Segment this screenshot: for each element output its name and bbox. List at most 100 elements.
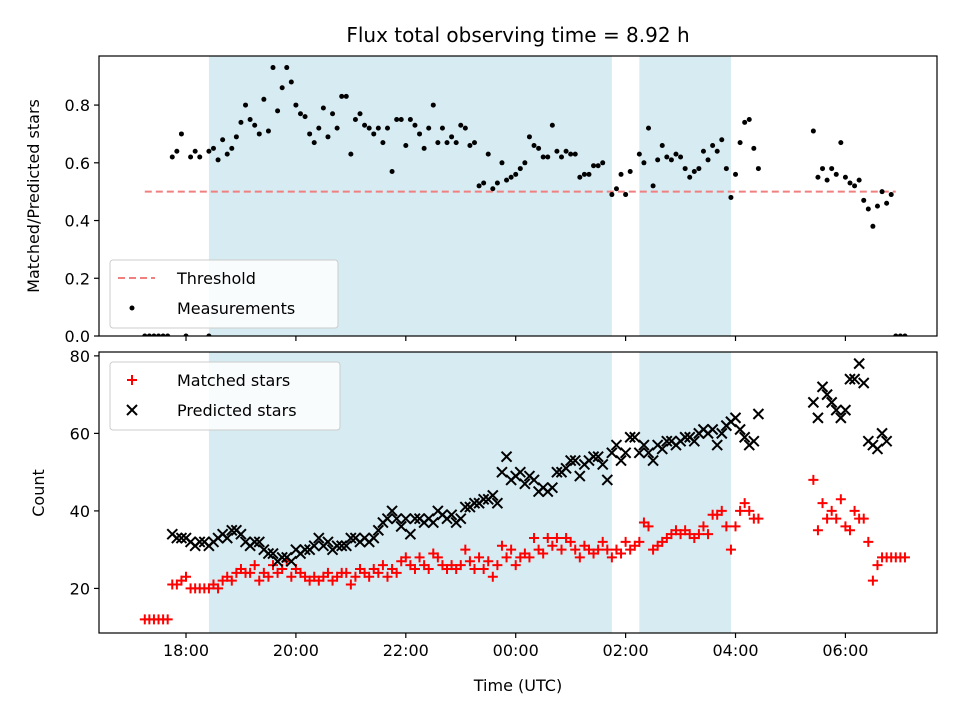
bottom-predicted-stars-point-1 — [171, 532, 183, 544]
bottom-matched-stars-point-149 — [872, 560, 883, 571]
top-measurements-point-147 — [874, 203, 880, 209]
bottom-predicted-stars-point-101 — [629, 431, 641, 443]
bottom-predicted-stars-point-32 — [313, 532, 325, 544]
top-measurements-point-104 — [623, 192, 629, 198]
top-measurements-point-34 — [297, 111, 303, 117]
top-measurements-point-117 — [687, 174, 693, 180]
xtick-label-6: 06:00 — [822, 641, 868, 660]
bottom-matched-stars-point-72 — [469, 564, 480, 575]
bottom-matched-stars-point-100 — [597, 536, 608, 547]
bottom-matched-stars-point-55 — [391, 567, 402, 578]
top-measurements-point-32 — [288, 79, 294, 85]
bottom-predicted-stars-point-118 — [706, 423, 719, 436]
bottom-matched-stars-point-53 — [382, 571, 393, 582]
bottom-matched-stars-point-137 — [817, 498, 828, 509]
top-measurements-point-43 — [339, 93, 345, 99]
xtick-label-3: 00:00 — [493, 641, 539, 660]
bottom-matched-stars-point-69 — [455, 560, 466, 571]
bottom-matched-stars-point-141 — [835, 494, 846, 505]
bottom-plot-area — [139, 357, 910, 625]
top-measurements-point-39 — [320, 105, 326, 111]
bottom-predicted-stars-point-112 — [679, 431, 691, 443]
top-measurements-point-93 — [568, 151, 574, 157]
top-measurements-point-133 — [810, 128, 816, 134]
top-measurements-point-61 — [421, 145, 427, 151]
top-measurements-point-107 — [641, 160, 647, 166]
top-measurements-point-90 — [554, 148, 560, 154]
top-measurements-point-1 — [146, 333, 152, 336]
bottom-predicted-stars-point-96 — [606, 447, 618, 459]
top-ytick-label-1: 0.2 — [65, 269, 90, 288]
top-measurements-point-33 — [293, 102, 299, 108]
bottom-predicted-stars-point-18 — [248, 536, 261, 548]
top-measurements-point-54 — [389, 168, 395, 174]
top-measurements-point-28 — [270, 65, 276, 71]
bottom-matched-stars-point-73 — [474, 552, 485, 563]
bottom-predicted-stars-point-140 — [858, 377, 870, 389]
top-measurements-point-20 — [233, 134, 239, 140]
bottom-predicted-stars-point-87 — [564, 454, 577, 467]
bottom-legend-box — [109, 361, 341, 431]
top-measurements-point-114 — [673, 151, 679, 157]
top-measurements-point-56 — [398, 117, 404, 123]
bottom-shaded-interval-1 — [639, 352, 731, 633]
bottom-matched-stars-point-81 — [510, 560, 521, 571]
top-measurements-point-127 — [733, 171, 739, 177]
top-measurements-point-4 — [160, 333, 166, 336]
top-measurements-point-149 — [884, 200, 890, 206]
top-measurements-point-64 — [435, 140, 441, 146]
top-measurements-point-63 — [430, 102, 436, 108]
bottom-matched-stars-point-24 — [249, 560, 260, 571]
bottom-matched-stars-point-135 — [808, 474, 819, 485]
top-measurements-point-140 — [842, 174, 848, 180]
x-axis-label: Time (UTC) — [473, 676, 562, 695]
top-measurements-point-145 — [865, 206, 871, 212]
top-measurements-point-83 — [522, 160, 528, 166]
top-measurements-point-92 — [563, 148, 569, 154]
bottom-matched-stars-point-91 — [556, 544, 567, 555]
top-measurements-point-21 — [238, 119, 244, 125]
bottom-predicted-stars-point-26 — [285, 555, 298, 568]
bottom-predicted-stars-point-97 — [610, 439, 623, 451]
bottom-matched-stars-point-146 — [858, 513, 869, 524]
top-measurements-point-106 — [636, 151, 642, 157]
bottom-predicted-stars-point-2 — [175, 532, 188, 544]
top-measurements-point-85 — [531, 142, 537, 148]
bottom-matched-stars-point-130 — [735, 505, 746, 516]
bottom-predicted-stars-point-72 — [496, 466, 508, 478]
bottom-matched-stars-point-93 — [565, 536, 576, 547]
bottom-matched-stars-point-140 — [831, 513, 842, 524]
bottom-predicted-stars-point-94 — [597, 458, 609, 471]
bottom-panel: 20 40 60 80 18:00 20:00 22:00 00:00 02:00 04:00 06… — [70, 347, 938, 660]
top-measurements-point-16 — [215, 157, 221, 163]
top-measurements-point-59 — [412, 122, 418, 128]
top-measurements-point-108 — [646, 125, 652, 131]
bottom-matched-stars-point-101 — [602, 544, 613, 555]
top-measurements-point-71 — [467, 142, 473, 148]
bottom-predicted-stars-point-76 — [514, 466, 526, 478]
top-measurements-point-131 — [751, 145, 757, 151]
top-ytick-label-4: 0.8 — [65, 96, 90, 115]
top-measurements-point-110 — [655, 157, 661, 163]
top-measurements-point-151 — [893, 333, 899, 336]
top-measurements-point-72 — [471, 140, 477, 146]
top-measurements-point-44 — [343, 93, 349, 99]
top-measurements-point-86 — [536, 145, 542, 151]
top-measurements-point-53 — [384, 125, 390, 131]
bottom-matched-stars-point-80 — [506, 544, 517, 555]
bottom-predicted-stars-point-45 — [372, 524, 385, 536]
xtick-label-2: 22:00 — [383, 641, 429, 660]
top-measurements-point-103 — [618, 171, 624, 177]
top-measurements-point-47 — [357, 111, 363, 117]
top-measurements-point-5 — [165, 333, 171, 336]
bottom-predicted-stars-point-92 — [587, 450, 600, 463]
bottom-predicted-stars-point-52 — [404, 528, 417, 540]
bottom-predicted-stars-point-37 — [335, 540, 348, 552]
bottom-matched-stars-point-25 — [254, 575, 265, 586]
bottom-predicted-stars-point-50 — [395, 520, 407, 533]
top-measurements-point-31 — [284, 65, 290, 71]
bottom-predicted-stars-point-99 — [619, 447, 632, 459]
bottom-predicted-stars-point-36 — [331, 540, 343, 552]
top-measurements-point-144 — [861, 197, 867, 203]
